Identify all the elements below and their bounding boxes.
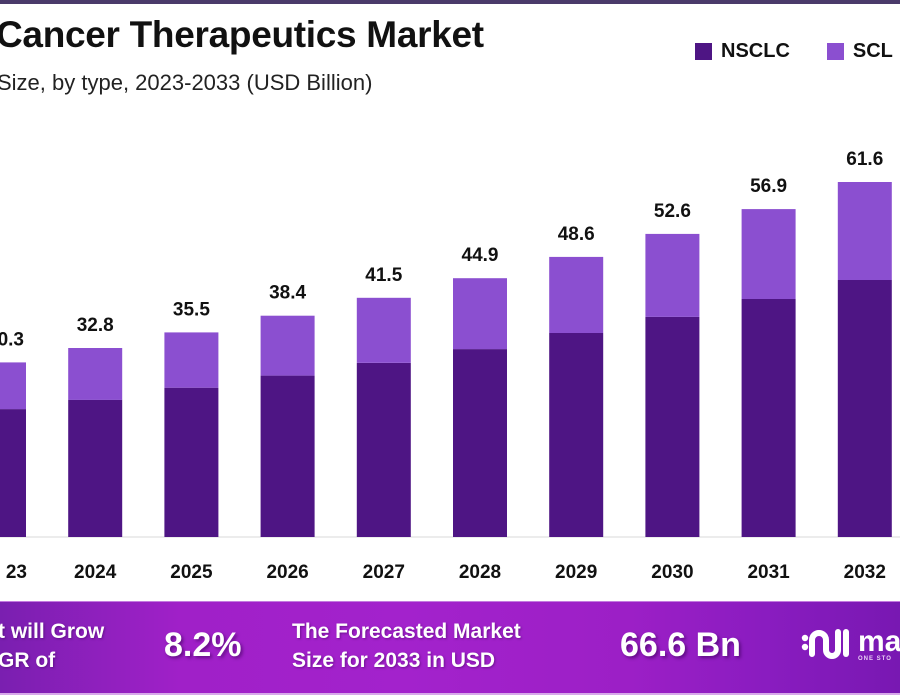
legend-label-sclc: SCL [852, 40, 893, 62]
value-label-2026: 38.4 [269, 283, 306, 304]
bar-sclc-2028 [453, 278, 507, 350]
summary-banner: t will Grow GR of 8.2% The Forecasted Ma… [0, 601, 900, 695]
legend-item-sclc: SCL [826, 40, 893, 63]
bars-group [0, 182, 892, 537]
x-tick-label-2024: 2024 [74, 562, 117, 583]
bar-sclc-2029 [549, 256, 604, 333]
value-label-2027: 41.5 [365, 265, 402, 286]
bar-sclc-2031 [741, 209, 796, 299]
bar-sclc-2025 [164, 332, 219, 388]
x-tick-label-2030: 2030 [651, 562, 693, 583]
forecast-text-line1: The Forecasted Market [292, 620, 521, 643]
bar-nsclc-2028 [453, 349, 507, 537]
x-tick-label-2032: 2032 [844, 562, 886, 583]
value-label-2031: 56.9 [750, 176, 787, 197]
x-tick-labels-group: 23 2024 2025 2026 2027 2028 2029 2030 2031 2032 [6, 562, 886, 583]
bar-nsclc-2023 [0, 409, 26, 537]
value-label-2023: 0.3 [0, 329, 24, 350]
bar-nsclc-2026 [260, 375, 315, 537]
chart-subtitle: Size, by type, 2023-2033 (USD Billion) [0, 70, 373, 95]
x-tick-label-2025: 2025 [170, 562, 213, 583]
cagr-text-line2: GR of [0, 649, 56, 672]
logo-mark-icon [801, 629, 849, 659]
value-label-2032: 61.6 [846, 149, 883, 170]
x-tick-label-2028: 2028 [459, 562, 501, 583]
bar-nsclc-2030 [645, 316, 700, 537]
brand-logo: ma ONE STO [800, 624, 900, 666]
chart-title: Cancer Therapeutics Market [0, 14, 484, 55]
bar-sclc-2026 [260, 315, 315, 376]
bar-sclc-2030 [645, 233, 700, 317]
bar-nsclc-2031 [741, 299, 796, 537]
value-labels-group: 0.3 32.8 35.5 38.4 41.5 44.9 48.6 52.6 56.9 61.6 [0, 149, 883, 350]
value-label-2025: 35.5 [173, 299, 210, 320]
cagr-value: 8.2% [164, 626, 242, 664]
bar-sclc-2032 [837, 182, 892, 280]
value-label-2030: 52.6 [654, 201, 691, 222]
forecast-text-line2: Size for 2033 in USD [292, 649, 496, 672]
x-tick-label-2026: 2026 [266, 562, 308, 583]
bar-sclc-2024 [68, 348, 123, 400]
legend: NSCLC SCL [695, 40, 900, 63]
legend-swatch-sclc [826, 43, 844, 60]
legend-swatch-nsclc [695, 43, 712, 60]
cagr-description: t will Grow GR of [0, 617, 104, 675]
cagr-text-line1: t will Grow [0, 620, 105, 643]
top-border [0, 0, 900, 4]
forecast-description: The Forecasted Market Size for 2033 in U… [292, 617, 521, 675]
logo-word: ma [858, 625, 900, 658]
x-tick-label-2027: 2027 [363, 562, 405, 583]
legend-item-nsclc: NSCLC [695, 40, 790, 63]
stacked-bar-chart: 0.332.835.538.441.544.948.652.656.961.6 … [0, 149, 900, 583]
bar-sclc-2027 [356, 297, 411, 363]
value-label-2024: 32.8 [77, 315, 114, 336]
x-tick-label-2031: 2031 [747, 562, 790, 583]
logo-tagline: ONE STO [858, 656, 892, 662]
value-label-2028: 44.9 [462, 245, 499, 266]
bar-sclc-2023 [0, 362, 26, 410]
bar-nsclc-2024 [68, 399, 123, 537]
forecast-value: 66.6 Bn [620, 626, 741, 664]
logo-text: ma ONE STO [858, 625, 900, 663]
x-tick-label-2023: 23 [6, 562, 27, 583]
legend-label-nsclc: NSCLC [721, 40, 790, 62]
bar-nsclc-2025 [164, 387, 219, 537]
x-tick-label-2029: 2029 [555, 562, 597, 583]
bar-nsclc-2027 [356, 363, 411, 537]
bar-nsclc-2032 [837, 280, 892, 537]
value-label-2029: 48.6 [558, 224, 595, 245]
bar-nsclc-2029 [549, 333, 604, 537]
